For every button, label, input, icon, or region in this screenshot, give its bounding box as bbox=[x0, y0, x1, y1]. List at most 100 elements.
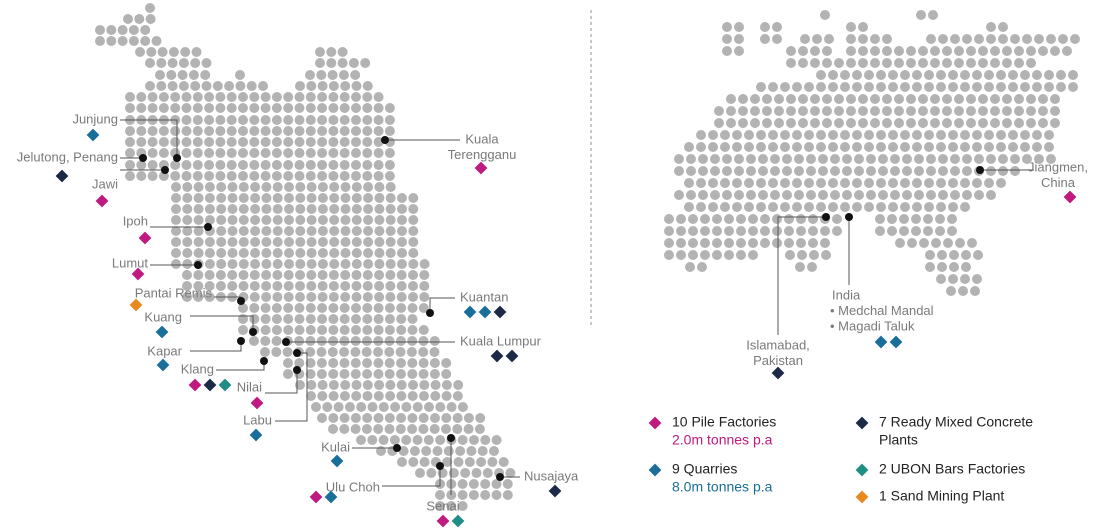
map-dot bbox=[351, 148, 361, 158]
map-dot bbox=[339, 115, 350, 125]
map-dot bbox=[780, 202, 790, 212]
map-dot bbox=[770, 190, 780, 200]
map-dot bbox=[712, 214, 722, 224]
map-dot bbox=[480, 479, 491, 489]
map-dot bbox=[804, 178, 814, 188]
map-dot bbox=[870, 58, 880, 68]
map-dot bbox=[426, 468, 437, 478]
map-dot bbox=[1058, 34, 1068, 44]
map-dot bbox=[798, 58, 808, 68]
map-dot bbox=[912, 82, 922, 92]
map-dot bbox=[834, 106, 844, 116]
map-dot bbox=[362, 336, 372, 346]
legend-label: 2 UBON Bars Factories bbox=[879, 461, 1025, 477]
facility-icon bbox=[156, 358, 170, 372]
map-dot bbox=[870, 34, 880, 44]
map-dot bbox=[374, 292, 385, 302]
map-dot bbox=[193, 270, 204, 280]
map-dot bbox=[676, 238, 686, 248]
map-dot bbox=[283, 126, 294, 136]
map-dot bbox=[295, 281, 305, 291]
map-dot bbox=[204, 270, 215, 280]
map-dot bbox=[249, 292, 260, 302]
map-dot bbox=[700, 238, 710, 248]
map-dot bbox=[1002, 94, 1012, 104]
map-dot bbox=[972, 274, 982, 284]
map-dot bbox=[756, 130, 766, 140]
map-dot bbox=[249, 92, 260, 102]
map-dot bbox=[947, 226, 957, 236]
map-dot bbox=[720, 142, 730, 152]
map-dot bbox=[351, 137, 361, 147]
map-dot bbox=[1008, 142, 1018, 152]
map-dot bbox=[238, 115, 248, 125]
map-dot bbox=[746, 166, 756, 176]
map-dot bbox=[961, 250, 971, 260]
map-dot bbox=[698, 166, 708, 176]
map-dot bbox=[984, 82, 994, 92]
map-dot bbox=[782, 166, 792, 176]
map-dot bbox=[329, 204, 340, 214]
map-dot bbox=[226, 115, 237, 125]
map-dot bbox=[250, 237, 261, 247]
map-dot bbox=[373, 347, 383, 357]
map-dot bbox=[887, 226, 897, 236]
map-dot bbox=[283, 325, 294, 335]
map-dot bbox=[770, 166, 780, 176]
map-dot bbox=[1050, 94, 1060, 104]
map-dot bbox=[238, 248, 249, 258]
map-dot bbox=[429, 424, 440, 434]
map-dot bbox=[305, 336, 316, 346]
map-dot bbox=[351, 126, 361, 136]
map-dot bbox=[238, 281, 249, 291]
map-dot bbox=[840, 82, 850, 92]
map-dot bbox=[887, 214, 897, 224]
map-dot bbox=[147, 171, 158, 181]
map-dot bbox=[408, 281, 418, 291]
map-dot bbox=[260, 303, 271, 313]
map-dot bbox=[712, 250, 722, 260]
map-dot bbox=[362, 391, 373, 401]
location-dot bbox=[293, 349, 301, 357]
map-dot bbox=[238, 325, 248, 335]
map-dot bbox=[315, 58, 325, 68]
location-dot bbox=[496, 473, 504, 481]
map-dot bbox=[688, 226, 698, 236]
map-dot bbox=[854, 166, 864, 176]
map-dot bbox=[350, 369, 361, 379]
map-dot bbox=[966, 118, 976, 128]
map-dot bbox=[760, 34, 770, 44]
map-dot bbox=[340, 259, 351, 269]
map-dot bbox=[350, 413, 361, 423]
map-dot bbox=[858, 94, 868, 104]
map-dot bbox=[351, 292, 362, 302]
legend-icon bbox=[855, 416, 869, 430]
map-dot bbox=[888, 130, 898, 140]
map-dot bbox=[424, 402, 434, 412]
map-dot bbox=[125, 171, 135, 181]
map-dot bbox=[317, 215, 328, 225]
map-dot bbox=[958, 286, 968, 296]
map-dot bbox=[329, 193, 340, 203]
map-dot bbox=[362, 325, 373, 335]
map-dot bbox=[374, 281, 385, 291]
map-dot bbox=[294, 314, 305, 324]
map-dot bbox=[429, 336, 440, 346]
map-dot bbox=[858, 106, 868, 116]
map-dot bbox=[685, 262, 695, 272]
map-dot bbox=[452, 391, 463, 401]
connector bbox=[777, 216, 826, 335]
map-dot bbox=[936, 142, 946, 152]
map-dot bbox=[744, 202, 754, 212]
map-dot bbox=[374, 248, 385, 258]
map-dot bbox=[306, 391, 316, 401]
map-dot bbox=[261, 259, 272, 269]
map-dot bbox=[182, 182, 193, 192]
map-dot bbox=[216, 182, 227, 192]
map-dot bbox=[374, 215, 385, 225]
map-dot bbox=[396, 358, 406, 368]
map-dot bbox=[261, 270, 272, 280]
map-dot bbox=[708, 130, 718, 140]
map-dot bbox=[339, 336, 350, 346]
map-dot bbox=[475, 413, 486, 423]
